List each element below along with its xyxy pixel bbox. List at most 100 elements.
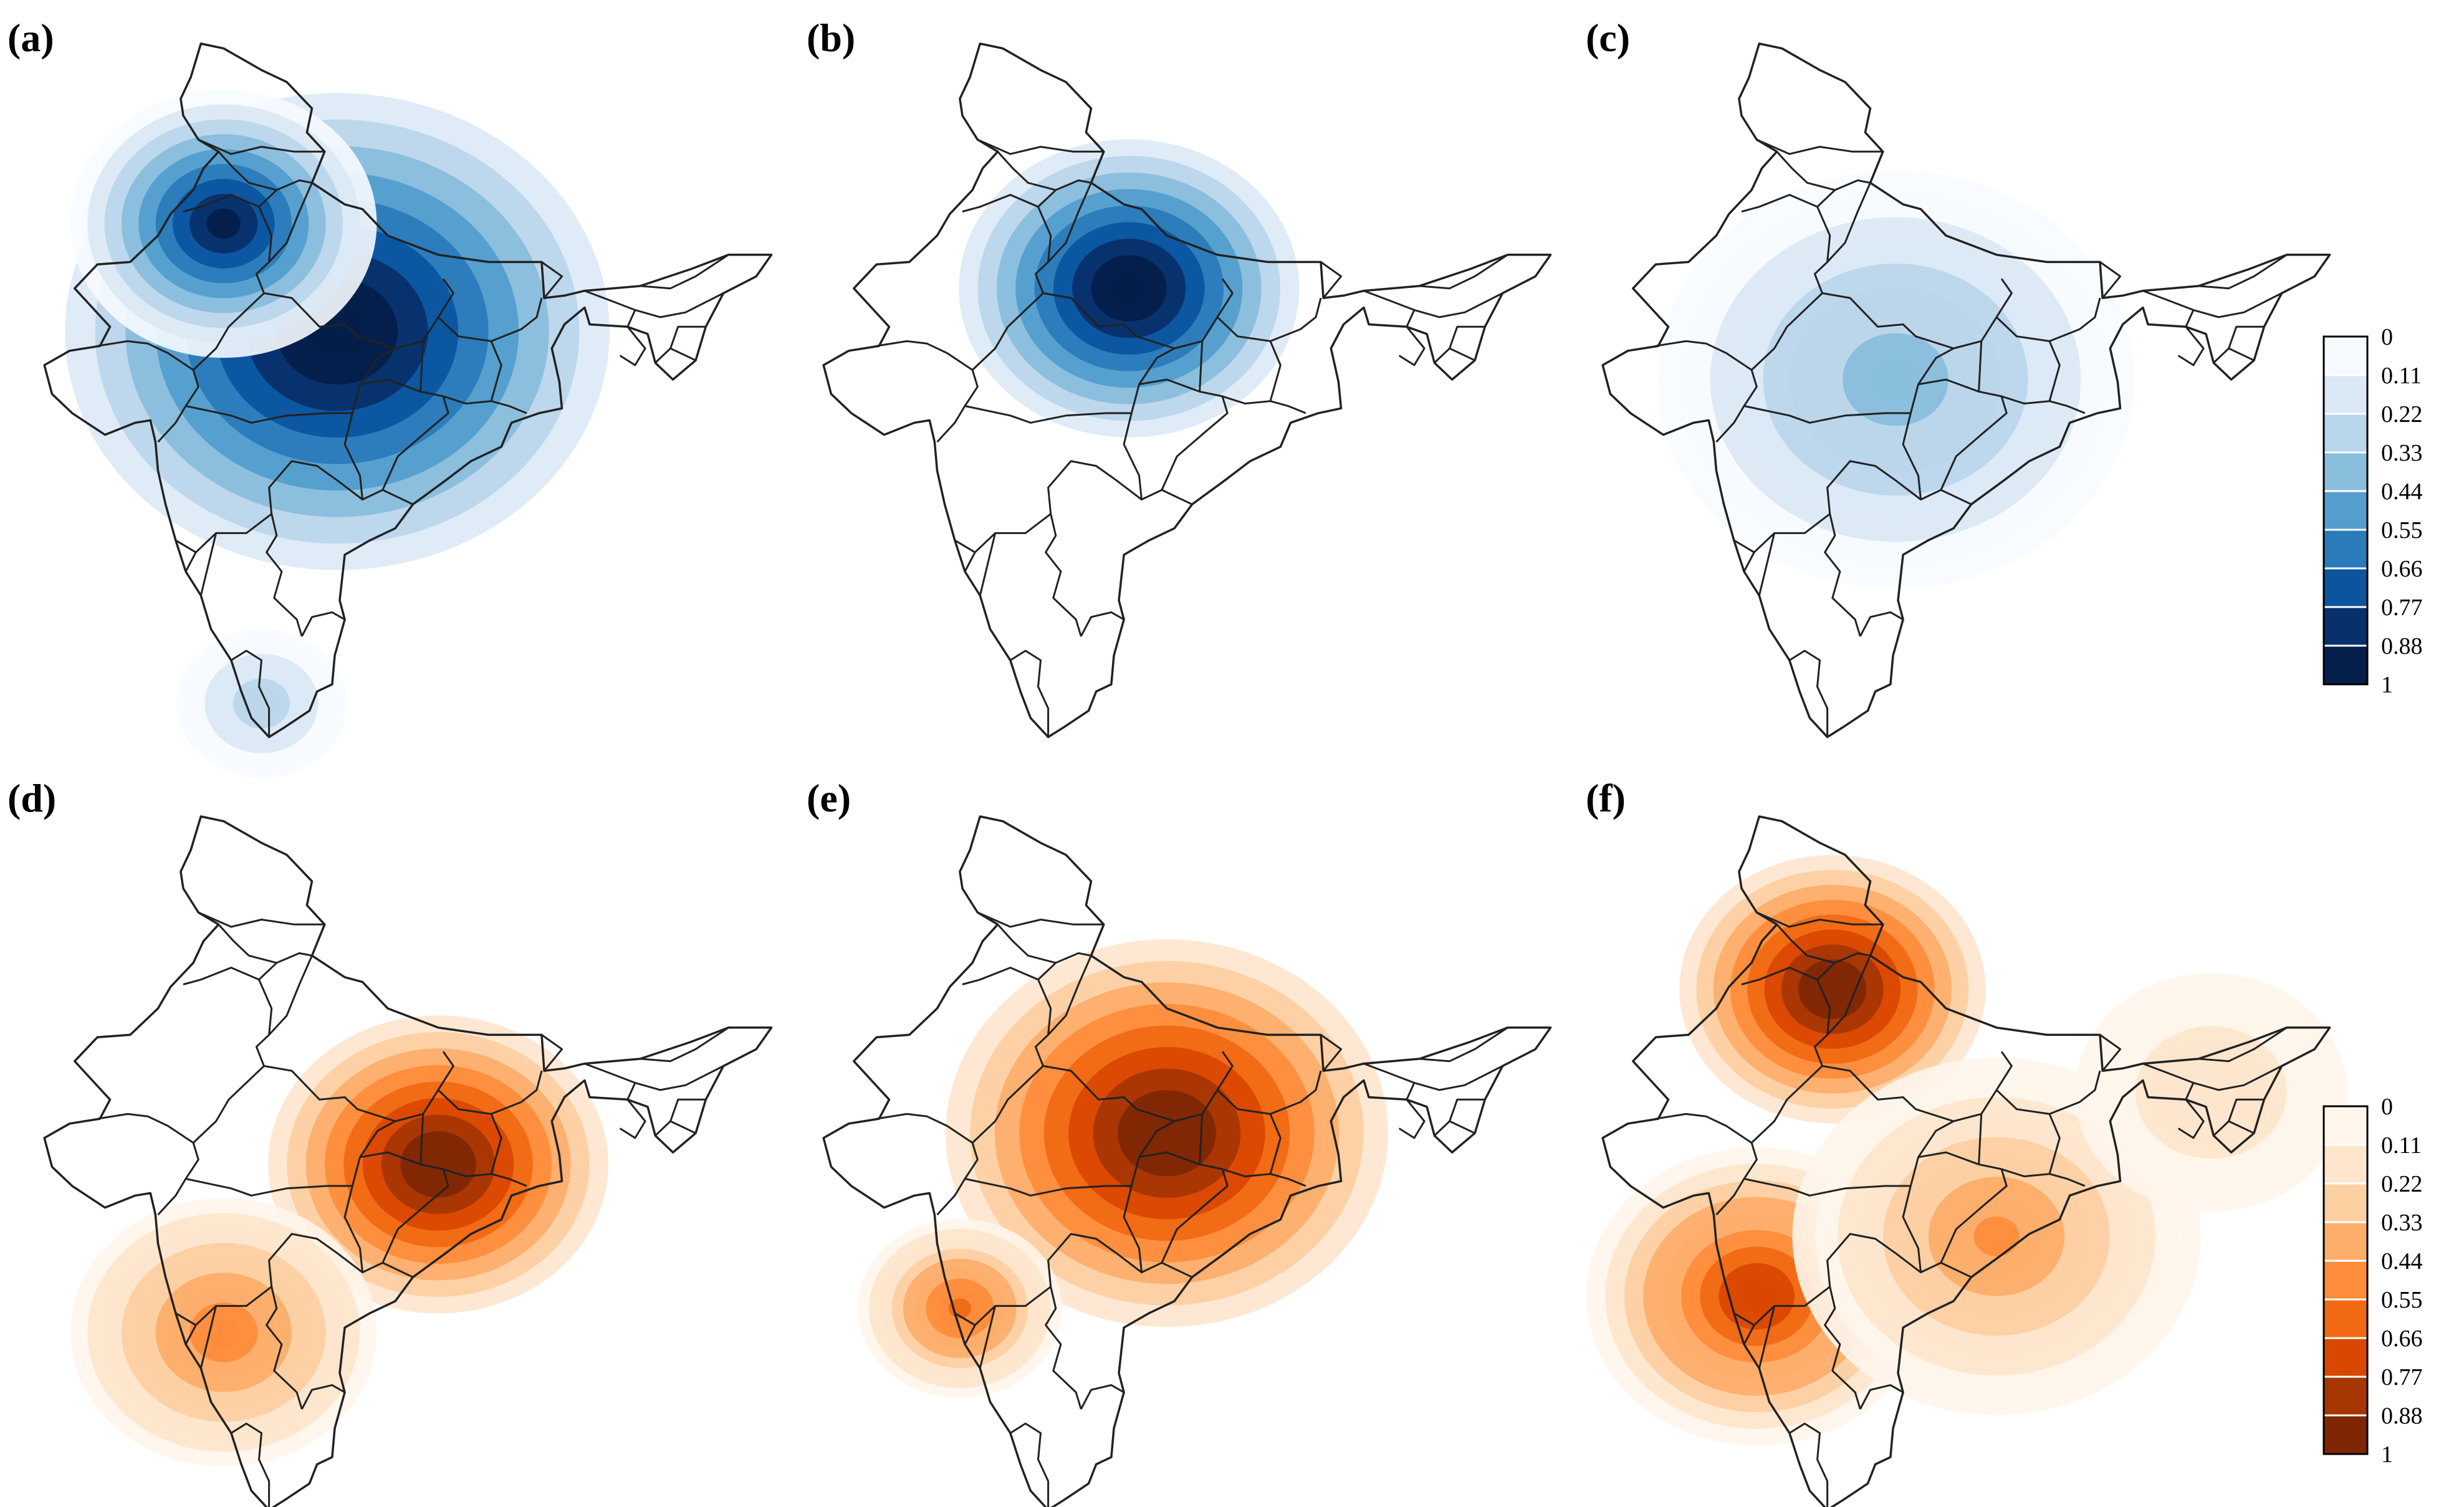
panel-a: (a) (7, 16, 773, 778)
state-border (1047, 955, 1092, 1036)
state-border (255, 979, 454, 1122)
state-border (199, 1306, 218, 1369)
state-border (1940, 1261, 1972, 1278)
state-border (1918, 378, 2008, 500)
hotspot (176, 629, 347, 778)
hotspot (70, 89, 377, 358)
colorbar-segment (2324, 607, 2367, 646)
state-border (1824, 1286, 1861, 1410)
heatmap-layer (1657, 171, 2134, 588)
state-border (2142, 1063, 2194, 1084)
state-border (626, 1065, 724, 1100)
state-border (1758, 533, 1776, 596)
colorbar-tick-label: 0.55 (2381, 517, 2423, 543)
state-border (1139, 1151, 1229, 1273)
state-border (300, 1384, 345, 1410)
state-border (1045, 1286, 1082, 1410)
colorbar-tick-label: 0.88 (2381, 633, 2423, 659)
state-border (2177, 326, 2205, 366)
state-border (185, 1120, 396, 1197)
colorbar-tick-label: 0.77 (2381, 595, 2423, 621)
heatmap-layer (858, 939, 1388, 1398)
colorbar-frame (2323, 1105, 2369, 1455)
state-border (876, 1112, 979, 1216)
state-border (1269, 340, 1282, 402)
state-border (2185, 292, 2283, 327)
state-border (1010, 649, 1050, 737)
state-border (231, 1422, 271, 1507)
state-border (1161, 489, 1193, 505)
colorbar-segment (2324, 491, 2367, 530)
state-border (654, 347, 696, 364)
state-border (266, 514, 303, 637)
state-border (1978, 341, 1983, 392)
state-border (1859, 1384, 1904, 1410)
state-border (1789, 649, 1829, 737)
state-border (185, 347, 396, 424)
colorbar-frame (2323, 335, 2369, 686)
state-border (1398, 326, 1426, 366)
india-map (822, 815, 1552, 1507)
colorbar-segment (2324, 568, 2367, 608)
state-border (640, 1026, 729, 1063)
state-border (1419, 254, 1508, 290)
state-border (1733, 1312, 1755, 1326)
state-border (1995, 1070, 2101, 1115)
state-border (1363, 1063, 1415, 1084)
heatmap-layer (1586, 854, 2347, 1446)
panel-f: (f) (1586, 776, 2347, 1507)
colorbar-tick-label: 0.11 (2381, 1132, 2422, 1159)
state-border (1010, 1422, 1050, 1507)
state-border (1216, 297, 1322, 342)
state-border (2048, 340, 2061, 402)
state-border (640, 254, 729, 290)
panel-d: (d) (7, 776, 773, 1507)
india-map (822, 42, 1552, 739)
state-border (437, 297, 543, 342)
state-border (1756, 911, 1883, 928)
colorbar-tick-label: 0.66 (2381, 556, 2423, 582)
state-border (268, 182, 313, 263)
state-border (2142, 290, 2194, 311)
state-border (97, 1112, 199, 1216)
state-border (1047, 182, 1092, 263)
state-border (1434, 347, 1475, 364)
contour-level (1869, 356, 1922, 403)
state-border (977, 138, 1104, 155)
state-border (2198, 254, 2288, 290)
colorbar-segment (2324, 337, 2367, 376)
colorbar-segment (2324, 375, 2367, 414)
colorbar-tick-label: 0.44 (2381, 479, 2423, 505)
colorbar-segment (2324, 1106, 2367, 1146)
state-border (1161, 1261, 1193, 1278)
contour-level (1738, 1280, 1776, 1313)
colorbar-tick-label: 0 (2381, 1094, 2393, 1120)
panel-label: (d) (7, 776, 56, 820)
state-border (1826, 955, 1871, 1036)
hotspot (1657, 171, 2134, 588)
state-border (1045, 514, 1082, 637)
state-border (1741, 962, 1836, 985)
state-border (1080, 1384, 1124, 1410)
contour-level (206, 1317, 241, 1347)
state-border (1199, 341, 1204, 392)
state-border (1859, 611, 1904, 637)
state-border (1034, 979, 1234, 1122)
colorbar-segment (2324, 452, 2367, 492)
state-border (1776, 924, 1871, 964)
colorbar-tick-label: 1 (2381, 672, 2393, 698)
state-border (419, 1114, 424, 1165)
colorbar-orange: 0 0.11 0.22 0.33 0.44 0.55 0.66 0.77 0.88 1 (2323, 1094, 2423, 1468)
state-border (1743, 413, 1922, 572)
state-border (962, 962, 1057, 985)
state-border (1826, 182, 1871, 263)
contour-level (2196, 1079, 2227, 1106)
hotspot (268, 1015, 608, 1314)
colorbar-tick-label: 0.22 (2381, 1171, 2423, 1197)
state-border (626, 292, 724, 327)
contour-level (252, 695, 271, 712)
state-border (1995, 297, 2101, 342)
state-border (1978, 1114, 1983, 1165)
colorbar-tick-label: 0.77 (2381, 1364, 2423, 1390)
india-map (43, 815, 773, 1507)
